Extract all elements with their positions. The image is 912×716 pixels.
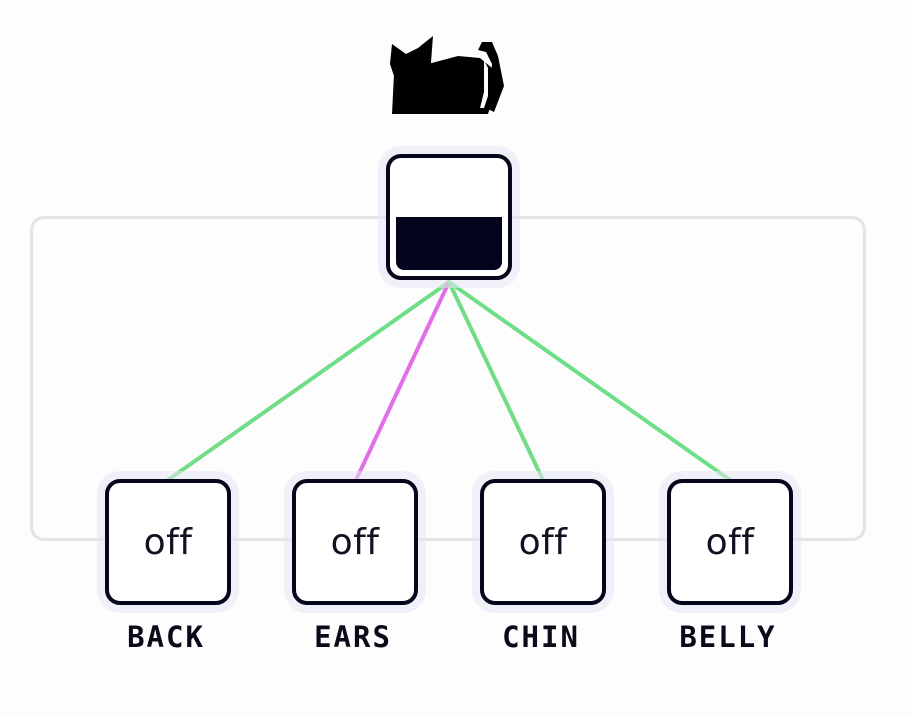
toggle-belly-state: off [705, 521, 755, 563]
toggle-belly[interactable]: off [667, 479, 793, 605]
toggle-chin[interactable]: off [480, 479, 606, 605]
hub-node[interactable] [386, 154, 512, 280]
label-chin: CHIN [502, 620, 580, 654]
wire-back [166, 280, 451, 482]
toggle-ears[interactable]: off [292, 479, 418, 605]
cat-icon [390, 36, 504, 114]
wire-ears [354, 280, 451, 482]
label-belly: BELLY [679, 620, 777, 654]
hub-level-fill [396, 217, 502, 270]
toggle-ears-state: off [330, 521, 380, 563]
label-back: BACK [127, 620, 205, 654]
wire-belly [447, 280, 732, 482]
label-ears: EARS [314, 620, 392, 654]
toggle-chin-state: off [518, 521, 568, 563]
toggle-back[interactable]: off [105, 479, 231, 605]
toggle-back-state: off [143, 521, 193, 563]
wire-chin [447, 280, 545, 482]
